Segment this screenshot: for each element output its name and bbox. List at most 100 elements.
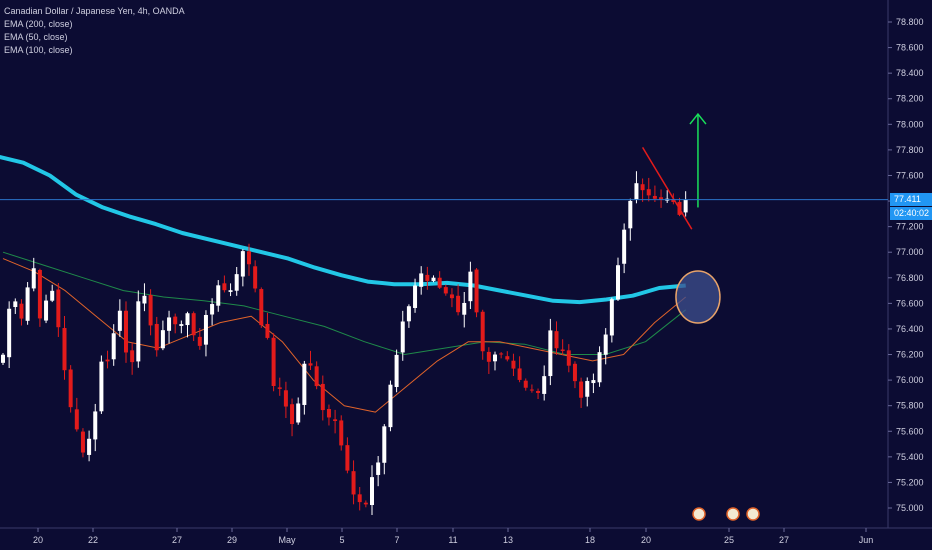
candle-body — [277, 387, 282, 389]
y-tick-label: 77.800 — [896, 145, 924, 155]
y-tick-label: 75.400 — [896, 452, 924, 462]
candle-body — [56, 289, 61, 328]
candle-body — [628, 200, 633, 229]
y-tick-label: 78.000 — [896, 119, 924, 129]
candles-layer — [1, 171, 688, 515]
symbol-title: Canadian Dollar / Japanese Yen, 4h, OAND… — [4, 6, 185, 16]
candle-body — [505, 356, 510, 360]
indicator-ema50[interactable]: EMA (50, close) — [4, 32, 68, 42]
candle-body — [240, 251, 245, 277]
candle-body — [302, 363, 307, 405]
candle-body — [480, 311, 485, 352]
candle-body — [154, 323, 159, 351]
candle-body — [74, 409, 79, 430]
ema100-line — [2, 251, 687, 355]
y-tick-label: 78.200 — [896, 94, 924, 104]
candle-body — [591, 380, 596, 384]
event-icon — [692, 507, 706, 521]
candle-body — [400, 321, 405, 353]
candle-body — [449, 294, 454, 299]
candle-body — [339, 420, 344, 446]
candle-body — [646, 189, 651, 196]
candle-body — [191, 313, 196, 336]
candle-body — [425, 274, 430, 281]
candle-body — [554, 331, 559, 349]
candle-body — [25, 287, 30, 321]
candle-body — [37, 269, 42, 319]
candle-body — [234, 274, 239, 291]
y-tick-label: 78.400 — [896, 68, 924, 78]
candle-body — [468, 271, 473, 302]
price-axis: 75.000 75.200 75.400 75.600 75.800 76.000 76.2… — [0, 0, 924, 528]
candle-body — [456, 295, 461, 313]
chart-legend: Canadian Dollar / Japanese Yen, 4h, OAND… — [4, 5, 185, 57]
candle-body — [517, 368, 522, 380]
candle-body — [216, 285, 221, 306]
candle-body — [68, 369, 73, 408]
candle-body — [671, 199, 676, 202]
candle-body — [210, 304, 215, 315]
candle-body — [99, 361, 104, 412]
candle-body — [572, 363, 577, 382]
candle-body — [7, 308, 12, 358]
candle-body — [117, 310, 122, 331]
candle-body — [357, 494, 362, 503]
ema50-line — [2, 258, 687, 413]
candle-body — [499, 353, 504, 355]
x-tick-label: 5 — [339, 535, 344, 545]
candle-body — [160, 330, 165, 349]
ema200-line — [0, 155, 686, 305]
x-tick-label: 18 — [585, 535, 595, 545]
candle-body — [542, 376, 547, 394]
candle-body — [179, 324, 184, 326]
x-tick-label: 20 — [641, 535, 651, 545]
candle-body — [271, 337, 276, 387]
candle-body — [80, 431, 85, 453]
candle-body — [31, 268, 36, 289]
time-axis: 20 22 27 29 May 5 7 11 13 18 20 25 27 Jun — [0, 527, 932, 545]
x-tick-label: 13 — [503, 535, 513, 545]
y-tick-label: 78.800 — [896, 17, 924, 27]
candle-body — [105, 359, 110, 362]
current-price-tag: 77.411 — [890, 192, 932, 206]
annotations-layer — [641, 112, 760, 521]
candle-body — [413, 285, 418, 308]
candle-body — [44, 300, 49, 321]
candle-body — [296, 403, 301, 423]
y-tick-label: 78.600 — [896, 43, 924, 53]
candle-body — [363, 502, 368, 505]
candle-body — [474, 269, 479, 313]
candle-body — [167, 317, 172, 331]
candle-body — [351, 471, 356, 495]
candle-body — [536, 390, 541, 393]
candle-body — [19, 303, 24, 319]
x-tick-label: 11 — [448, 535, 457, 545]
x-tick-label: 27 — [172, 535, 182, 545]
candle-body — [142, 295, 147, 304]
candle-body — [616, 265, 620, 300]
candle-body — [370, 477, 374, 506]
candle-body — [640, 184, 645, 191]
candle-body — [87, 438, 92, 455]
indicator-ema200[interactable]: EMA (200, close) — [4, 19, 73, 29]
candle-body — [50, 290, 55, 301]
candle-body — [388, 384, 393, 428]
candle-body — [308, 363, 313, 366]
candle-body — [597, 352, 602, 383]
candle-body — [683, 199, 688, 213]
indicator-ema100[interactable]: EMA (100, close) — [4, 45, 73, 55]
target-arrow-head — [689, 112, 707, 125]
x-tick-label: 29 — [227, 535, 237, 545]
y-tick-label: 75.600 — [896, 426, 924, 436]
candle-body — [622, 229, 627, 264]
trendline — [641, 146, 693, 230]
y-tick-label: 77.000 — [896, 247, 924, 257]
ema-layer — [0, 155, 687, 413]
candle-body — [406, 306, 411, 322]
x-tick-label: 20 — [33, 535, 43, 545]
candle-body — [197, 336, 202, 346]
candle-body — [173, 316, 178, 325]
y-tick-label: 76.800 — [896, 273, 924, 283]
